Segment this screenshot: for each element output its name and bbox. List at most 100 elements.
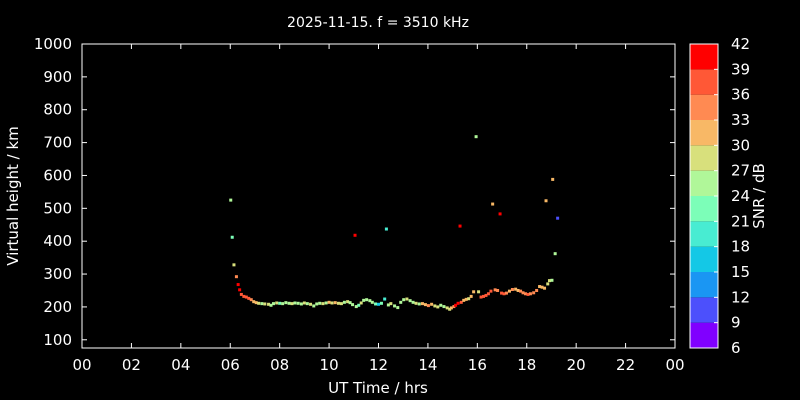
x-tick-label: 22 xyxy=(616,356,635,374)
y-tick-label: 900 xyxy=(43,68,72,86)
data-point xyxy=(377,302,380,306)
y-tick-label: 600 xyxy=(43,166,72,184)
data-point xyxy=(442,305,446,309)
data-point xyxy=(535,288,539,292)
data-point xyxy=(414,301,418,305)
x-tick-label: 06 xyxy=(221,356,240,374)
data-point xyxy=(247,296,251,300)
y-tick-label: 100 xyxy=(43,331,72,349)
y-tick-label: 400 xyxy=(43,232,72,250)
y-tick-label: 1000 xyxy=(34,35,72,53)
y-tick-label: 300 xyxy=(43,265,72,283)
y-axis-label: Virtual height / km xyxy=(4,126,22,265)
data-point xyxy=(489,289,493,293)
x-tick-label: 10 xyxy=(320,356,339,374)
colorbar-tick-label: 33 xyxy=(731,111,750,129)
data-point xyxy=(309,302,313,306)
data-point xyxy=(312,304,316,308)
plot-area xyxy=(81,43,676,349)
data-point xyxy=(330,301,334,305)
x-tick-label: 16 xyxy=(468,356,487,374)
data-point xyxy=(234,275,238,279)
data-point xyxy=(553,252,557,256)
colorbar-tick-label: 21 xyxy=(731,212,750,230)
data-point xyxy=(546,282,550,286)
data-point xyxy=(239,292,243,296)
colorbar-segment xyxy=(690,44,718,70)
colorbar-tick-label: 27 xyxy=(731,162,750,180)
data-point xyxy=(254,301,258,305)
data-point xyxy=(318,301,322,305)
data-point xyxy=(551,177,555,181)
y-tick-label: 500 xyxy=(43,199,72,217)
data-point xyxy=(439,303,443,307)
colorbar-tick-label: 39 xyxy=(731,60,750,78)
data-point xyxy=(293,301,297,305)
data-point xyxy=(482,294,486,298)
data-point xyxy=(467,297,471,301)
x-tick-label: 20 xyxy=(567,356,586,374)
colorbar-tick-label: 36 xyxy=(731,86,750,104)
data-point xyxy=(269,303,273,307)
data-point xyxy=(417,302,421,306)
data-point xyxy=(386,303,390,307)
x-tick-label: 00 xyxy=(665,356,684,374)
data-point xyxy=(491,202,495,206)
data-point xyxy=(516,288,520,292)
data-point xyxy=(368,299,372,303)
data-point xyxy=(462,298,466,302)
data-point xyxy=(353,233,357,237)
data-point xyxy=(550,278,554,282)
data-point xyxy=(524,292,528,296)
data-point xyxy=(354,305,358,309)
data-point xyxy=(333,301,337,305)
data-point xyxy=(496,288,500,292)
y-tick-label: 800 xyxy=(43,101,72,119)
colorbar-tick-label: 24 xyxy=(731,187,750,205)
data-point xyxy=(507,289,511,293)
data-point xyxy=(252,300,256,304)
data-point xyxy=(538,285,542,289)
data-point xyxy=(263,302,267,306)
x-tick-label: 14 xyxy=(418,356,437,374)
data-point xyxy=(430,302,434,306)
colorbar-segment xyxy=(690,145,718,171)
data-point xyxy=(278,301,282,305)
x-tick-label: 02 xyxy=(122,356,141,374)
data-point xyxy=(348,301,352,305)
data-point xyxy=(275,301,279,305)
colorbar-tick-label: 9 xyxy=(731,314,741,332)
data-point xyxy=(236,283,240,287)
data-point xyxy=(232,263,236,267)
data-point xyxy=(267,302,271,306)
colorbar-segment xyxy=(690,221,718,247)
data-point xyxy=(351,303,355,307)
data-point xyxy=(458,224,462,228)
data-point xyxy=(357,303,361,307)
data-point xyxy=(287,301,291,305)
data-point xyxy=(260,302,264,306)
data-point xyxy=(359,301,363,305)
data-point xyxy=(315,302,319,306)
data-point xyxy=(379,301,383,305)
data-point xyxy=(299,302,303,306)
plot-border xyxy=(81,43,676,349)
data-point xyxy=(521,291,525,295)
data-point xyxy=(502,292,506,296)
data-point xyxy=(464,297,468,301)
data-point xyxy=(374,302,378,306)
colorbar: 6 9 12 15 18 21 24 27 30 33 36 39 42 xyxy=(689,35,750,357)
data-point xyxy=(281,302,285,306)
data-point xyxy=(474,135,478,139)
data-point xyxy=(244,295,248,299)
data-point xyxy=(448,307,452,311)
data-point xyxy=(469,294,473,298)
colorbar-tick-label: 15 xyxy=(731,263,750,281)
y-tick-label: 700 xyxy=(43,134,72,152)
data-point xyxy=(296,301,300,305)
data-point xyxy=(532,291,536,295)
data-point xyxy=(459,300,463,304)
colorbar-segment xyxy=(690,120,718,146)
colorbar-segment xyxy=(690,170,718,196)
